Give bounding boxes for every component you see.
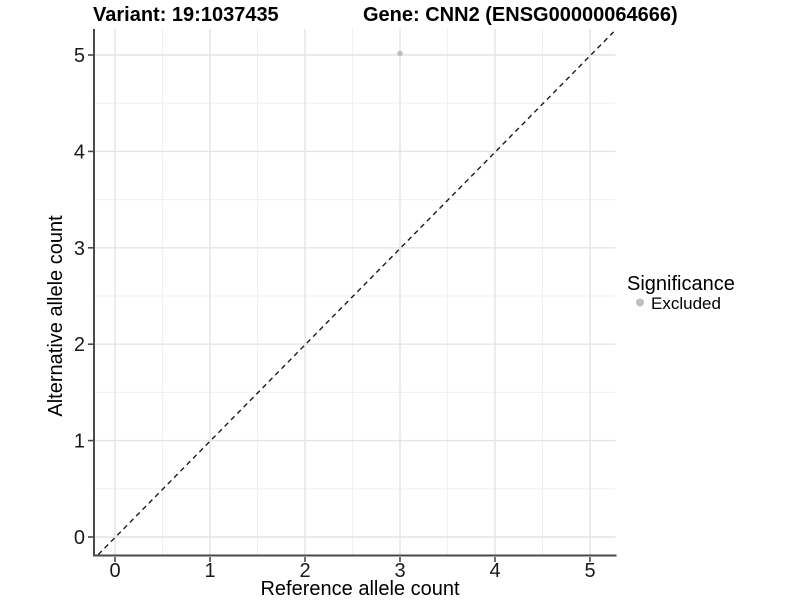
x-tick-label-4: 4 <box>489 560 500 582</box>
legend: Significance Excluded <box>627 273 735 313</box>
x-tick-label-2: 2 <box>299 560 310 582</box>
y-tick-label-0: 0 <box>74 527 85 549</box>
identity-reference-line <box>97 29 616 555</box>
axis-tick-marks <box>88 54 591 562</box>
y-tick-label-5: 5 <box>74 45 85 67</box>
y-tick-label-1: 1 <box>74 431 85 453</box>
data-point <box>397 50 403 57</box>
plot-title-gene: Gene: CNN2 (ENSG00000064666) <box>363 4 678 26</box>
x-tick-label-3: 3 <box>394 560 405 582</box>
grid-major <box>95 29 616 555</box>
legend-marker-excluded-icon <box>636 298 644 307</box>
plot-panel <box>95 29 616 556</box>
y-axis-title: Alternative allele count <box>45 215 67 417</box>
legend-title: Significance <box>627 273 735 295</box>
x-tick-label-5: 5 <box>584 560 595 582</box>
plot-title-variant: Variant: 19:1037435 <box>93 4 279 26</box>
x-tick-label-1: 1 <box>204 560 215 582</box>
legend-entry-excluded: Excluded <box>651 294 721 313</box>
y-tick-label-4: 4 <box>74 141 85 163</box>
grid-minor <box>95 29 616 555</box>
y-tick-label-3: 3 <box>74 238 85 260</box>
x-axis-title: Reference allele count <box>260 578 459 600</box>
x-tick-label-0: 0 <box>109 560 120 582</box>
y-tick-label-2: 2 <box>74 334 85 356</box>
